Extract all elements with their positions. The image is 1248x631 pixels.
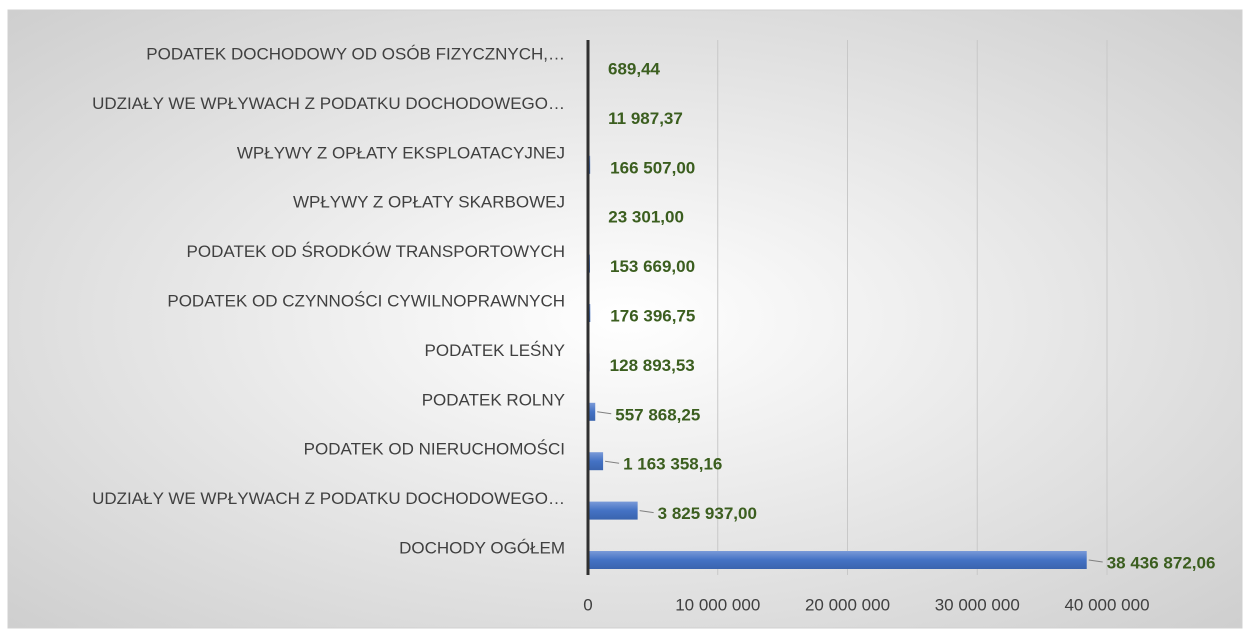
value-label: 153 669,00	[610, 257, 695, 276]
category-label: PODATEK OD ŚRODKÓW TRANSPORTOWYCH	[187, 242, 565, 261]
category-label: PODATEK ROLNY	[422, 390, 565, 409]
category-label: UDZIAŁY WE WPŁYWACH Z PODATKU DOCHODOWEG…	[92, 489, 565, 508]
leader-line	[1088, 559, 1103, 563]
x-tick-label: 20 000 000	[805, 595, 890, 614]
bar	[588, 501, 638, 520]
category-label: DOCHODY OGÓŁEM	[399, 538, 565, 557]
x-tick-label: 30 000 000	[935, 595, 1020, 614]
leader-line	[639, 510, 654, 514]
category-label: WPŁYWY Z OPŁATY EKSPLOATACYJNEJ	[237, 143, 565, 162]
category-label: WPŁYWY Z OPŁATY SKARBOWEJ	[293, 193, 565, 212]
value-label: 11 987,37	[608, 109, 683, 128]
value-label: 166 507,00	[610, 158, 695, 177]
leader-line	[597, 411, 612, 415]
category-label: PODATEK OD CZYNNOŚCI CYWILNOPRAWNYCH	[167, 291, 565, 310]
value-label: 38 436 872,06	[1107, 553, 1216, 572]
bar	[588, 402, 596, 421]
value-label: 128 893,53	[610, 356, 695, 375]
category-label: PODATEK DOCHODOWY OD OSÓB FIZYCZNYCH,…	[146, 44, 565, 63]
value-label: 23 301,00	[608, 208, 684, 227]
leader-line	[605, 460, 620, 464]
category-label: UDZIAŁY WE WPŁYWACH Z PODATKU DOCHODOWEG…	[92, 94, 565, 113]
value-label: 176 396,75	[610, 306, 695, 325]
value-label: 557 868,25	[615, 405, 700, 424]
value-label: 689,44	[608, 59, 661, 78]
bar	[588, 452, 604, 471]
category-label: PODATEK OD NIERUCHOMOŚCI	[304, 440, 565, 459]
x-tick-label: 40 000 000	[1064, 595, 1149, 614]
value-label: 1 163 358,16	[623, 455, 722, 474]
chart-background	[7, 9, 1243, 629]
bar	[588, 551, 1087, 569]
category-label: PODATEK LEŚNY	[425, 341, 565, 360]
value-label: 3 825 937,00	[658, 504, 757, 523]
x-tick-label: 0	[583, 595, 592, 614]
x-tick-label: 10 000 000	[675, 595, 760, 614]
